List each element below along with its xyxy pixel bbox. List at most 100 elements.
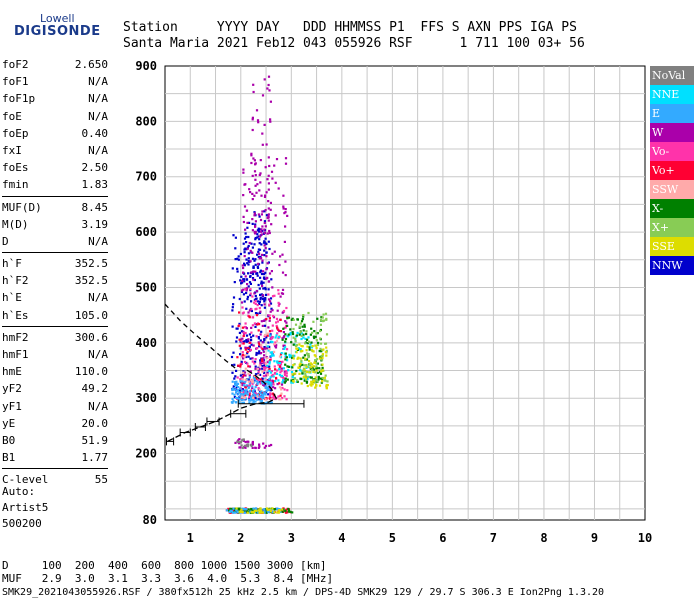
param-value: 0.40 <box>81 126 109 140</box>
echo-point <box>274 214 277 217</box>
echo-point <box>263 254 266 257</box>
echo-point <box>280 397 284 400</box>
echo-point <box>261 347 264 350</box>
echo-point <box>235 336 239 339</box>
echo-point <box>238 297 241 301</box>
legend-item: X+ <box>650 218 694 237</box>
echo-point <box>312 379 316 383</box>
echo-point <box>312 368 315 371</box>
echo-point <box>261 259 264 262</box>
echo-point <box>239 380 242 383</box>
echo-point <box>321 358 324 361</box>
echo-point <box>260 272 264 276</box>
echo-point <box>254 174 257 177</box>
echo-point <box>312 350 315 353</box>
echo-point <box>241 351 244 354</box>
echo-point <box>254 373 258 376</box>
echo-point <box>312 335 315 338</box>
echo-point <box>268 345 271 348</box>
echo-point <box>310 341 313 344</box>
echo-point <box>263 354 266 357</box>
echo-point <box>287 510 290 513</box>
echo-point <box>290 371 294 374</box>
echo-point <box>314 379 318 382</box>
echo-point <box>321 354 324 357</box>
echo-point <box>274 371 277 374</box>
param-row: yF1 N/A <box>2 398 108 415</box>
echo-point <box>263 346 266 349</box>
echo-point <box>254 238 257 241</box>
echo-point <box>277 187 280 190</box>
echo-point <box>257 342 261 345</box>
auto-scaling-info: Auto: Artist5 500200 <box>2 484 48 532</box>
echo-point <box>256 229 259 232</box>
echo-point <box>280 369 283 373</box>
parameter-panel: foF2 2.650 foF1 N/A foF1p N/A foE N/A foEp 0.40 fx… <box>2 56 108 489</box>
param-name: D <box>2 234 9 248</box>
echo-point <box>257 336 260 339</box>
echo-point <box>258 287 261 290</box>
echo-point <box>307 353 310 356</box>
echo-point <box>249 282 252 285</box>
echo-point <box>245 241 248 244</box>
echo-point <box>256 300 259 303</box>
echo-point <box>298 343 301 346</box>
echo-point <box>249 348 252 351</box>
echo-point <box>249 443 252 446</box>
echo-point <box>277 379 280 382</box>
echo-point <box>242 391 245 394</box>
echo-point <box>245 258 248 261</box>
echo-point <box>243 205 247 208</box>
echo-point <box>267 314 270 317</box>
echo-point <box>239 347 242 350</box>
param-name: yE <box>2 416 16 430</box>
echo-point <box>263 347 266 350</box>
echo-point <box>242 266 245 270</box>
echo-point <box>254 385 257 389</box>
echo-point <box>302 315 305 318</box>
param-name: MUF(D) <box>2 200 42 214</box>
echo-point <box>291 332 295 336</box>
echo-point <box>305 378 308 381</box>
echo-point <box>301 372 304 375</box>
echo-point <box>319 323 322 326</box>
echo-point <box>313 354 316 357</box>
echo-point <box>257 283 260 287</box>
echo-point <box>253 362 256 365</box>
echo-point <box>247 372 250 375</box>
echo-point <box>233 396 236 399</box>
echo-point <box>269 371 272 374</box>
echo-point <box>266 364 269 367</box>
echo-point <box>251 324 254 327</box>
echo-point <box>251 277 255 280</box>
echo-point <box>236 382 240 385</box>
echo-point <box>245 289 248 292</box>
echo-point <box>242 398 245 401</box>
echo-point <box>266 387 269 390</box>
echo-point <box>257 230 261 233</box>
echo-point <box>256 509 259 512</box>
echo-point <box>284 354 287 358</box>
echo-point <box>321 316 324 319</box>
echo-point <box>325 346 328 349</box>
echo-point <box>242 293 245 296</box>
echo-point <box>264 333 267 337</box>
echo-point <box>264 444 268 448</box>
echo-point <box>231 511 234 514</box>
echo-point <box>281 510 284 513</box>
echo-point <box>251 394 254 398</box>
y-tick-label: 200 <box>135 447 157 461</box>
echo-point <box>268 231 271 235</box>
echo-point <box>298 372 301 375</box>
echo-point <box>277 511 281 514</box>
echo-point <box>310 349 314 352</box>
echo-point <box>263 78 266 81</box>
echo-point <box>269 300 272 303</box>
echo-point <box>269 333 272 336</box>
param-row: foE N/A <box>2 108 108 125</box>
echo-point <box>252 90 255 94</box>
header-values: Santa Maria 2021 Feb12 043 055926 RSF 1 … <box>123 36 585 51</box>
echo-point <box>264 247 267 250</box>
echo-point <box>243 251 246 254</box>
echo-point <box>324 374 327 377</box>
